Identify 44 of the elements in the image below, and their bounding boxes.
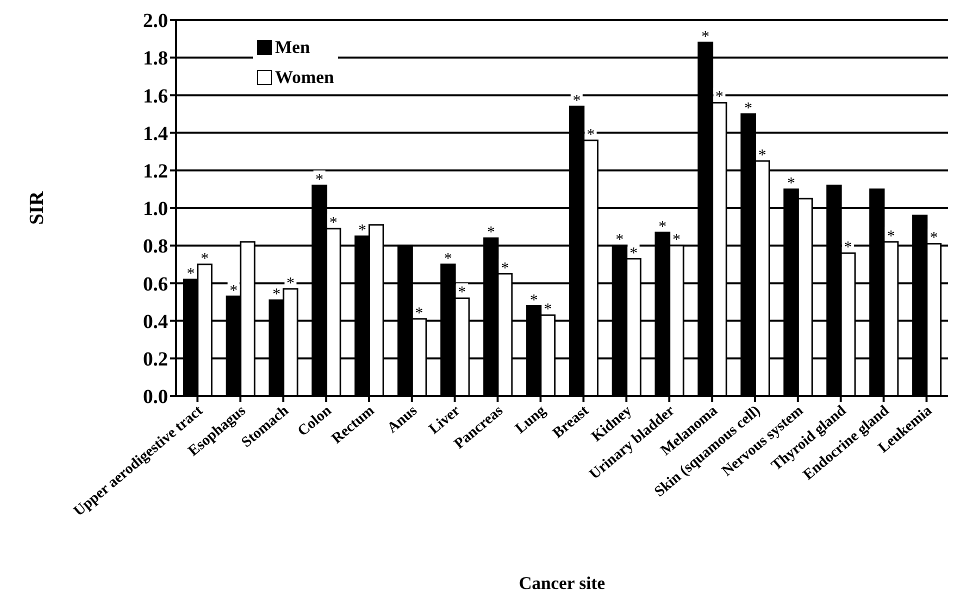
legend-label: Men — [275, 36, 310, 59]
data-label: * — [672, 232, 680, 249]
data-label: * — [715, 88, 724, 106]
data-label: * — [315, 171, 324, 188]
y-tick-label: 0.4 — [143, 310, 168, 333]
data-label: * — [444, 250, 452, 268]
legend-label: Women — [275, 66, 334, 89]
x-axis-title: Cancer site — [518, 573, 606, 593]
y-tick-label: 1.2 — [143, 160, 168, 182]
data-label: * — [930, 230, 938, 247]
data-label: * — [658, 218, 666, 236]
data-label: * — [415, 304, 424, 322]
data-label: * — [530, 292, 538, 309]
data-label: * — [272, 286, 280, 304]
data-label: * — [630, 244, 638, 262]
y-tick-label: 1.6 — [143, 85, 168, 108]
data-label: * — [844, 239, 852, 256]
data-label: * — [286, 274, 294, 292]
data-label: * — [744, 100, 752, 117]
y-axis-title: SIR — [26, 190, 48, 225]
data-label: * — [329, 214, 338, 232]
data-label: * — [616, 232, 624, 249]
data-label: * — [458, 284, 466, 302]
data-label: * — [758, 147, 766, 164]
data-label: * — [787, 175, 796, 192]
y-tick-label: 0.2 — [143, 348, 168, 370]
data-label: * — [358, 222, 366, 240]
data-label: * — [186, 265, 195, 282]
y-tick-label: 0.8 — [143, 236, 168, 258]
data-label: * — [486, 224, 495, 242]
y-tick-label: 1.8 — [143, 48, 168, 70]
data-label: * — [500, 260, 509, 277]
data-label: * — [572, 92, 581, 110]
data-label: * — [230, 282, 238, 300]
y-tick-label: 1.4 — [143, 122, 168, 145]
y-tick-label: 0.0 — [143, 386, 168, 408]
data-label: * — [886, 228, 895, 245]
data-label: * — [544, 301, 552, 318]
data-label: * — [586, 126, 595, 144]
y-tick-label: 1.0 — [143, 198, 168, 220]
y-tick-label: 2.0 — [143, 10, 168, 32]
data-label: * — [200, 250, 209, 268]
y-tick-label: 0.6 — [143, 273, 168, 296]
data-label: * — [701, 28, 710, 46]
